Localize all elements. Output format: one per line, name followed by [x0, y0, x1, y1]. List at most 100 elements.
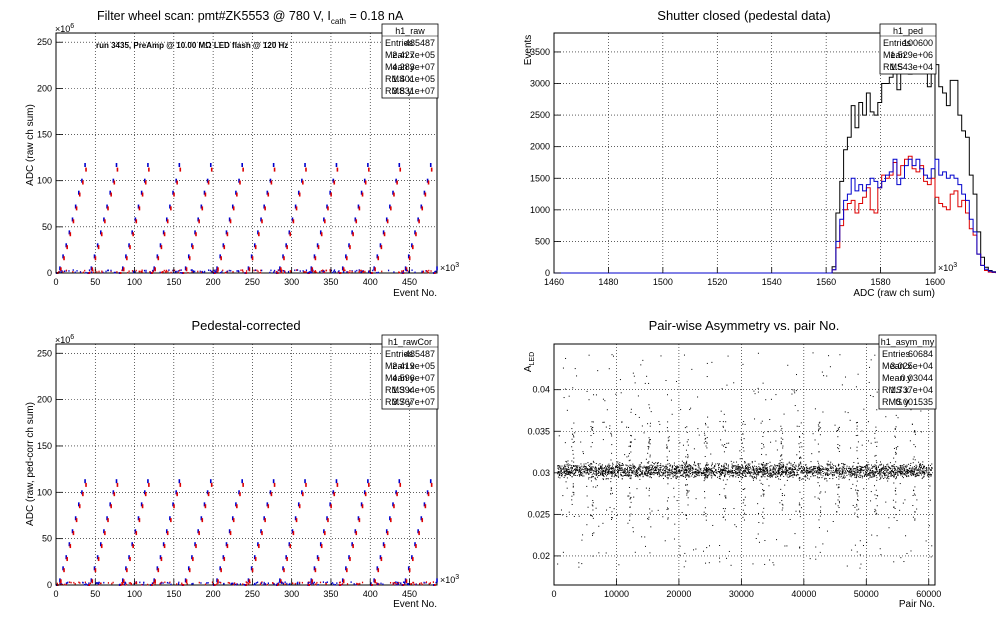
data-point — [207, 492, 210, 497]
data-point — [668, 463, 670, 465]
data-point — [742, 474, 744, 476]
data-point — [266, 583, 269, 586]
data-point — [795, 510, 797, 512]
data-point — [660, 465, 662, 467]
data-point — [779, 462, 781, 464]
data-point — [129, 245, 131, 250]
data-point — [685, 475, 687, 477]
data-point — [685, 456, 687, 458]
data-point — [744, 471, 746, 473]
data-point — [899, 468, 901, 470]
data-point — [630, 476, 632, 478]
data-point — [253, 583, 255, 586]
data-point — [336, 482, 339, 487]
data-point — [559, 473, 561, 475]
data-point — [891, 465, 893, 467]
data-point — [766, 475, 768, 477]
data-point — [764, 471, 766, 473]
data-point — [651, 466, 653, 468]
data-point — [180, 271, 182, 274]
data-point — [663, 472, 665, 474]
y-tick-label: 100 — [37, 487, 52, 497]
data-point — [610, 487, 612, 489]
data-point — [558, 471, 560, 473]
data-point — [618, 564, 620, 566]
data-point — [736, 466, 738, 468]
data-point — [742, 466, 744, 468]
data-point — [905, 535, 907, 537]
data-point — [702, 472, 704, 474]
data-point — [291, 217, 294, 222]
ylabel-ped: Events — [523, 35, 534, 66]
data-point — [585, 466, 587, 468]
data-point — [879, 470, 881, 472]
y-tick-label: 200 — [37, 83, 52, 93]
data-point — [818, 498, 820, 500]
data-point — [626, 467, 628, 469]
data-point — [807, 469, 809, 471]
data-point — [807, 475, 809, 477]
data-point — [138, 206, 141, 211]
data-point — [792, 470, 794, 472]
data-point — [742, 363, 744, 365]
data-point — [125, 583, 128, 586]
data-point — [893, 457, 895, 459]
data-point — [605, 470, 607, 472]
data-point — [662, 465, 664, 467]
data-point — [695, 476, 697, 478]
data-point — [675, 466, 677, 468]
data-point — [684, 469, 686, 471]
data-point — [704, 434, 706, 436]
data-point — [793, 474, 795, 476]
data-point — [655, 462, 657, 464]
data-point — [903, 464, 905, 466]
data-point — [387, 269, 390, 272]
data-point — [683, 470, 685, 472]
data-point — [647, 471, 649, 473]
data-point — [586, 485, 588, 487]
data-point — [894, 435, 896, 437]
data-point — [745, 475, 747, 477]
data-point — [702, 514, 704, 516]
data-point — [871, 467, 873, 469]
data-point — [752, 467, 754, 469]
data-point — [686, 492, 688, 494]
data-point — [261, 219, 263, 224]
data-point — [96, 271, 98, 273]
data-point — [598, 464, 600, 466]
y-exponent-raw: ×106 — [55, 23, 74, 34]
data-point — [140, 502, 143, 507]
data-point — [723, 488, 725, 490]
data-point — [419, 582, 421, 585]
data-point — [810, 466, 812, 468]
data-point — [772, 471, 774, 473]
data-point — [172, 269, 174, 272]
data-point — [611, 471, 613, 473]
data-point — [782, 504, 784, 506]
data-point — [730, 460, 732, 462]
data-point — [611, 452, 613, 454]
data-point — [557, 476, 559, 478]
data-point — [841, 475, 843, 477]
data-point — [612, 471, 614, 473]
data-point — [304, 271, 306, 273]
data-point — [156, 566, 159, 571]
data-point — [882, 467, 884, 469]
data-point — [216, 583, 218, 585]
data-point — [659, 467, 661, 469]
data-point — [911, 470, 913, 472]
data-point — [613, 471, 615, 473]
data-point — [664, 475, 666, 477]
data-point — [646, 469, 648, 471]
data-point — [753, 476, 755, 478]
data-point — [270, 180, 273, 185]
data-point — [764, 540, 766, 542]
data-point — [774, 465, 776, 467]
data-point — [919, 471, 921, 473]
data-point — [650, 526, 652, 528]
data-point — [611, 475, 613, 477]
data-point — [785, 471, 787, 473]
data-point — [813, 469, 815, 471]
data-point — [905, 472, 907, 474]
xlabel-ped: ADC (raw ch sum) — [853, 288, 935, 299]
